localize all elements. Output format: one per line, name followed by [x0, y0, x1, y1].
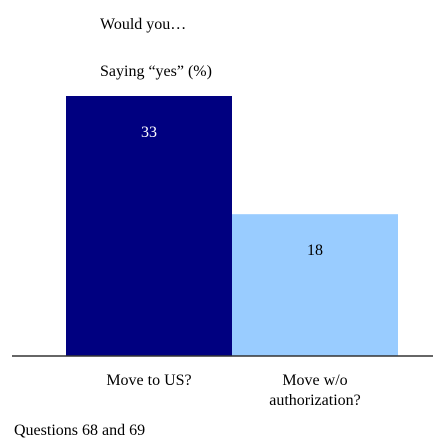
- category-label-2-line-2: authorization?: [269, 392, 361, 409]
- chart-footnote: Questions 68 and 69: [14, 422, 145, 439]
- value-label-2: 18: [307, 242, 323, 259]
- chart-subtitle: Saying “yes” (%): [100, 63, 212, 80]
- bar-2: [232, 214, 398, 356]
- category-label-2-line-1: Move w/o: [282, 372, 347, 389]
- chart-title: Would you…: [100, 16, 186, 33]
- bars-group: 33 18: [66, 96, 398, 356]
- bar-1: [66, 96, 232, 356]
- value-label-1: 33: [141, 124, 157, 141]
- category-labels-group: Move to US? Move w/o authorization?: [106, 372, 360, 409]
- category-label-1: Move to US?: [106, 372, 191, 389]
